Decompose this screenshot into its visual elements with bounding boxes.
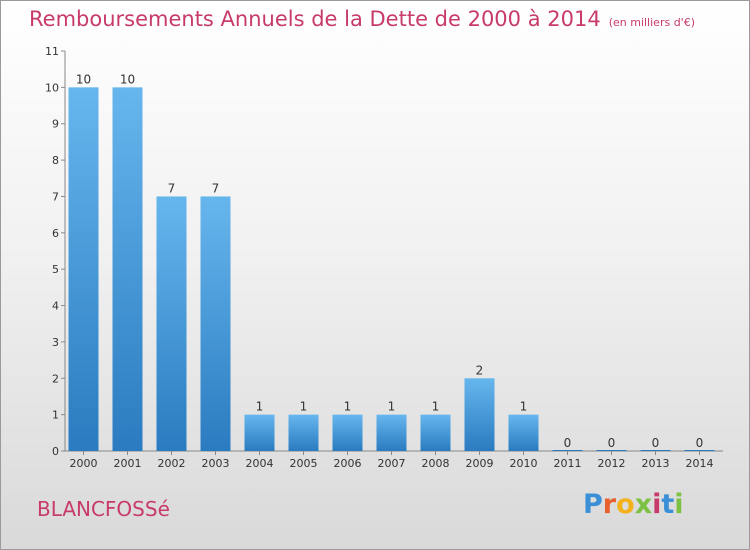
logo-letter: o xyxy=(616,489,635,520)
bar xyxy=(464,378,495,451)
logo-letter: x xyxy=(634,489,653,520)
y-tick-label: 1 xyxy=(52,409,59,422)
data-label: 1 xyxy=(256,400,264,414)
proxiti-logo[interactable]: Proxiti xyxy=(583,489,684,520)
y-tick-label: 7 xyxy=(52,190,59,203)
x-tick-label: 2004 xyxy=(246,457,274,470)
logo-letter: P xyxy=(583,489,603,520)
x-tick-label: 2011 xyxy=(554,457,582,470)
y-tick-label: 4 xyxy=(52,300,59,313)
x-tick-label: 2001 xyxy=(114,457,142,470)
bar xyxy=(420,414,451,451)
y-tick-label: 11 xyxy=(45,45,59,58)
bar xyxy=(288,414,319,451)
logo-letter: t xyxy=(661,489,675,520)
x-tick-label: 2006 xyxy=(334,457,362,470)
x-tick-label: 2010 xyxy=(510,457,538,470)
bar xyxy=(200,196,231,451)
data-label: 10 xyxy=(76,72,91,86)
x-tick-label: 2008 xyxy=(422,457,450,470)
chart-title-text: Remboursements Annuels de la Dette de 20… xyxy=(29,7,601,31)
data-label: 0 xyxy=(652,436,660,450)
bar xyxy=(68,87,99,451)
bar xyxy=(244,414,275,451)
x-tick-label: 2007 xyxy=(378,457,406,470)
y-tick-label: 8 xyxy=(52,154,59,167)
x-tick-label: 2012 xyxy=(598,457,626,470)
chart-title: Remboursements Annuels de la Dette de 20… xyxy=(29,7,695,31)
data-label: 7 xyxy=(212,181,220,195)
data-label: 2 xyxy=(476,363,484,377)
x-tick-label: 2014 xyxy=(686,457,714,470)
bar xyxy=(112,87,143,451)
logo-letter: i xyxy=(674,489,684,520)
data-label: 1 xyxy=(432,400,440,414)
logo-letter: r xyxy=(602,489,617,520)
y-tick-label: 10 xyxy=(45,81,59,94)
data-label: 1 xyxy=(344,400,352,414)
data-label: 0 xyxy=(564,436,572,450)
x-tick-label: 2013 xyxy=(642,457,670,470)
y-tick-label: 3 xyxy=(52,336,59,349)
chart-unit: (en milliers d'€) xyxy=(608,16,695,29)
data-label: 7 xyxy=(168,181,176,195)
data-label: 0 xyxy=(608,436,616,450)
logo-letter: i xyxy=(652,489,662,520)
y-tick-label: 9 xyxy=(52,118,59,131)
data-label: 1 xyxy=(300,400,308,414)
x-tick-label: 2009 xyxy=(466,457,494,470)
x-tick-label: 2000 xyxy=(70,457,98,470)
bar xyxy=(376,414,407,451)
y-tick-label: 2 xyxy=(52,372,59,385)
bar xyxy=(332,414,363,451)
data-label: 1 xyxy=(388,400,396,414)
y-tick-label: 0 xyxy=(52,445,59,458)
y-tick-label: 5 xyxy=(52,263,59,276)
y-tick-label: 6 xyxy=(52,227,59,240)
bar xyxy=(508,414,539,451)
commune-name: BLANCFOSSé xyxy=(37,497,170,521)
data-label: 1 xyxy=(520,400,528,414)
x-tick-label: 2003 xyxy=(202,457,230,470)
bar xyxy=(156,196,187,451)
data-label: 10 xyxy=(120,72,135,86)
x-tick-label: 2005 xyxy=(290,457,318,470)
data-label: 0 xyxy=(696,436,704,450)
x-tick-label: 2002 xyxy=(158,457,186,470)
